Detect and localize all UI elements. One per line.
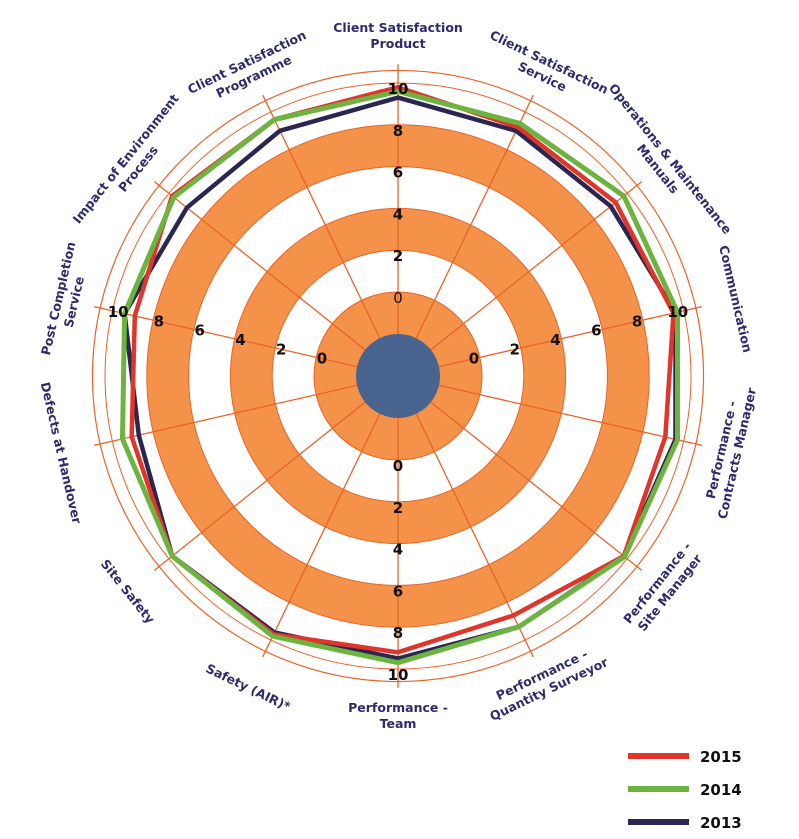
spoke <box>93 305 399 377</box>
spoke <box>397 305 703 377</box>
spoke <box>397 375 534 658</box>
axis-label: Impact of Environment <box>69 91 181 226</box>
tick-label: 0 <box>469 350 479 368</box>
axis-label-group: Performance -Quantity Surveyor <box>487 646 611 724</box>
tick-label: 4 <box>550 331 560 349</box>
tick-label: 6 <box>393 582 403 600</box>
tick-label: 0 <box>393 289 403 307</box>
spoke <box>397 375 703 447</box>
axis-label-group: Performance -Site Manager <box>620 539 705 634</box>
axis-label-group: Defects at Handover <box>38 381 85 526</box>
tick-label: 10 <box>667 303 688 321</box>
spoke <box>397 94 534 377</box>
tick-label: 8 <box>393 624 403 642</box>
tick-label: 10 <box>388 666 409 684</box>
center-disk <box>356 334 440 418</box>
tick-label: 6 <box>393 164 403 182</box>
axis-label-group: Performance -Contracts Manager <box>703 385 760 520</box>
tick-label: 8 <box>154 312 164 330</box>
spoke <box>153 181 399 377</box>
axis-label: Team <box>380 716 417 731</box>
axis-label: Client Satisfaction <box>333 20 463 35</box>
tick-label: 10 <box>388 80 409 98</box>
axis-label: Site Safety <box>98 556 158 626</box>
tick-label: 2 <box>393 499 403 517</box>
spoke <box>153 375 399 571</box>
series-lines <box>119 84 680 666</box>
tick-label: 0 <box>393 457 403 475</box>
axis-label-group: Safety (AIR)* <box>204 661 294 715</box>
tick-label: 2 <box>510 340 520 358</box>
tick-label: 0 <box>317 350 327 368</box>
tick-label: 4 <box>235 331 245 349</box>
tick-label: 8 <box>632 312 642 330</box>
tick-label: 6 <box>194 322 204 340</box>
axis-label: Defects at Handover <box>38 381 85 526</box>
axis-label-group: Communication <box>716 244 755 354</box>
axis-label: Product <box>370 36 425 51</box>
legend-label-2014: 2014 <box>700 781 742 799</box>
tick-label: 6 <box>591 322 601 340</box>
legend-label-2013: 2013 <box>700 814 742 832</box>
spoke <box>397 375 643 571</box>
spoke <box>93 375 399 447</box>
axis-label: Safety (AIR)* <box>204 661 294 715</box>
tick-labels: 0 2 4 6 8 10 0 2 4 6 8 10 0 2 4 6 8 10 0 2 4 6 8 10 <box>108 80 688 684</box>
tick-label: 8 <box>393 122 403 140</box>
axis-label-group: Performance -Team <box>348 700 448 731</box>
series-2013 <box>122 95 678 661</box>
grid <box>91 64 705 688</box>
tick-label: 4 <box>393 205 403 223</box>
tick-label: 2 <box>276 340 286 358</box>
tick-label: 4 <box>393 541 403 559</box>
spoke <box>262 94 399 377</box>
legend: 2015 2014 2013 <box>628 748 742 832</box>
axis-label: Performance - <box>348 700 448 715</box>
axis-label: Operations & Maintenance <box>606 81 735 237</box>
spoke <box>397 181 643 377</box>
tick-label: 2 <box>393 247 403 265</box>
axis-label: Communication <box>716 244 755 354</box>
tick-label: 10 <box>108 303 129 321</box>
legend-label-2015: 2015 <box>700 748 742 766</box>
spoke <box>262 375 399 658</box>
axis-label-group: Site Safety <box>98 556 158 626</box>
series-2014 <box>119 88 680 666</box>
